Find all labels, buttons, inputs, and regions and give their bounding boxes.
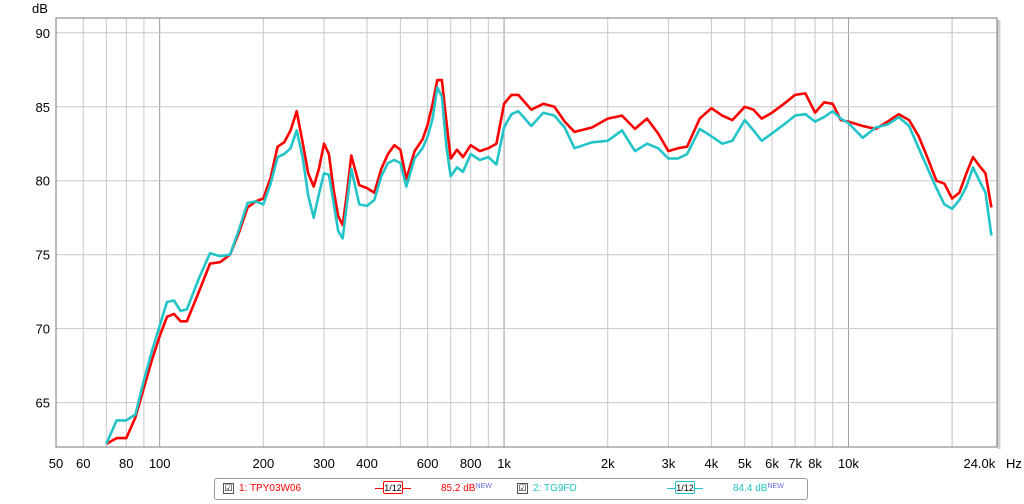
x-tick-label: 6k [765, 456, 779, 471]
series-line-2 [105, 86, 993, 445]
x-tick-label: 4k [705, 456, 719, 471]
plot-frame [55, 17, 998, 448]
plot-background [56, 18, 997, 447]
legend-bar: ☑ 1: TPY03W06 1/12 85.2 dBNEW ☑ 2: TG9FD… [214, 478, 808, 500]
x-tick-label: 300 [313, 456, 335, 471]
series-1-smoothing-label: 1/12 [383, 481, 403, 494]
y-tick-label: 65 [36, 396, 50, 411]
x-tick-label: 7k [788, 456, 802, 471]
x-tick-label: 24.0k [963, 456, 995, 471]
series-2-new-tag: NEW [767, 483, 784, 490]
x-tick-label: 2k [601, 456, 615, 471]
x-tick-label: 800 [460, 456, 482, 471]
y-tick-label: 85 [36, 100, 50, 115]
x-tick-label: 10k [838, 456, 859, 471]
x-tick-label: 80 [119, 456, 133, 471]
series-1-checkbox[interactable]: ☑ [223, 483, 234, 494]
series-2-checkbox[interactable]: ☑ [517, 483, 528, 494]
y-tick-label: 75 [36, 248, 50, 263]
data-series [105, 78, 993, 446]
y-tick-label: 70 [36, 322, 50, 337]
x-axis-unit: Hz [1006, 456, 1022, 471]
axes: 65 70 75 80 85 90 dB 50 60 80 100 200 300 400 600 800 1k… [32, 1, 1022, 471]
x-tick-label: 50 [49, 456, 63, 471]
series-line-1 [105, 78, 993, 446]
y-axis-label: dB [32, 1, 48, 16]
frequency-response-chart: 65 70 75 80 85 90 dB 50 60 80 100 200 300 400 600 800 1k… [32, 1, 1022, 471]
x-tick-label: 3k [662, 456, 676, 471]
series-1-name: 1: TPY03W06 [239, 483, 302, 494]
x-tick-label: 5k [738, 456, 752, 471]
series-1-new-tag: NEW [475, 483, 492, 490]
x-tick-label: 100 [149, 456, 171, 471]
x-tick-label: 8k [808, 456, 822, 471]
series-1-level: 85.2 dBNEW [441, 483, 492, 494]
x-tick-label: 60 [76, 456, 90, 471]
x-tick-label: 400 [356, 456, 378, 471]
y-tick-label: 80 [36, 174, 50, 189]
grid-lines [55, 18, 997, 447]
series-2-smoothing-label: 1/12 [675, 481, 695, 494]
x-tick-label: 1k [497, 456, 511, 471]
series-2-name: 2: TG9FD [533, 483, 577, 494]
x-tick-label: 600 [417, 456, 439, 471]
y-tick-label: 90 [36, 26, 50, 41]
plot-area [56, 18, 997, 447]
series-2-level: 84.4 dBNEW [733, 483, 784, 494]
x-tick-label: 200 [252, 456, 274, 471]
